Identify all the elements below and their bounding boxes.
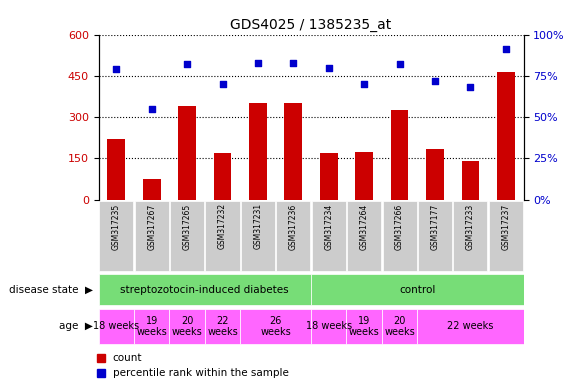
Text: 20
weeks: 20 weeks xyxy=(384,316,415,337)
FancyBboxPatch shape xyxy=(346,309,382,344)
Text: 22 weeks: 22 weeks xyxy=(447,321,494,331)
Text: GSM317264: GSM317264 xyxy=(360,204,369,250)
FancyBboxPatch shape xyxy=(417,309,524,344)
Point xyxy=(360,81,369,87)
Text: GSM317234: GSM317234 xyxy=(324,204,333,250)
Point xyxy=(147,106,156,112)
Point xyxy=(431,78,440,84)
FancyBboxPatch shape xyxy=(418,201,452,271)
FancyBboxPatch shape xyxy=(205,201,239,271)
FancyBboxPatch shape xyxy=(99,274,311,306)
Text: GSM317233: GSM317233 xyxy=(466,204,475,250)
Text: GSM317267: GSM317267 xyxy=(147,204,156,250)
FancyBboxPatch shape xyxy=(205,309,240,344)
Text: GSM317177: GSM317177 xyxy=(431,204,440,250)
Text: GSM317235: GSM317235 xyxy=(111,204,120,250)
Point xyxy=(253,60,262,66)
Bar xyxy=(497,72,515,200)
Text: disease state  ▶: disease state ▶ xyxy=(9,285,93,295)
Bar xyxy=(355,152,373,200)
FancyBboxPatch shape xyxy=(383,201,417,271)
Bar xyxy=(143,179,160,200)
Point xyxy=(289,60,298,66)
Bar xyxy=(426,149,444,200)
Bar xyxy=(213,153,231,200)
Bar xyxy=(391,110,409,200)
Title: GDS4025 / 1385235_at: GDS4025 / 1385235_at xyxy=(230,18,392,32)
Bar xyxy=(284,103,302,200)
Text: GSM317231: GSM317231 xyxy=(253,204,262,250)
Text: 20
weeks: 20 weeks xyxy=(172,316,203,337)
Text: 19
weeks: 19 weeks xyxy=(136,316,167,337)
Text: 18 weeks: 18 weeks xyxy=(306,321,352,331)
FancyBboxPatch shape xyxy=(170,201,204,271)
Text: GSM317237: GSM317237 xyxy=(502,204,511,250)
Bar xyxy=(320,153,338,200)
FancyBboxPatch shape xyxy=(347,201,381,271)
FancyBboxPatch shape xyxy=(134,309,169,344)
Text: streptozotocin-induced diabetes: streptozotocin-induced diabetes xyxy=(120,285,289,295)
FancyBboxPatch shape xyxy=(489,201,523,271)
Text: control: control xyxy=(399,285,436,295)
Point xyxy=(466,84,475,91)
Text: percentile rank within the sample: percentile rank within the sample xyxy=(113,368,288,378)
FancyBboxPatch shape xyxy=(276,201,310,271)
Point xyxy=(111,66,120,72)
Text: 26
weeks: 26 weeks xyxy=(260,316,291,337)
Point xyxy=(182,61,191,67)
Bar xyxy=(249,103,267,200)
FancyBboxPatch shape xyxy=(241,201,275,271)
FancyBboxPatch shape xyxy=(382,309,417,344)
Point xyxy=(502,46,511,53)
Text: GSM317266: GSM317266 xyxy=(395,204,404,250)
FancyBboxPatch shape xyxy=(169,309,205,344)
Text: 22
weeks: 22 weeks xyxy=(207,316,238,337)
Bar xyxy=(108,139,125,200)
FancyBboxPatch shape xyxy=(99,309,134,344)
FancyBboxPatch shape xyxy=(240,309,311,344)
Point xyxy=(395,61,404,67)
FancyBboxPatch shape xyxy=(311,274,524,306)
FancyBboxPatch shape xyxy=(453,201,488,271)
FancyBboxPatch shape xyxy=(312,201,346,271)
Text: GSM317236: GSM317236 xyxy=(289,204,298,250)
FancyBboxPatch shape xyxy=(99,201,133,271)
Bar xyxy=(178,106,196,200)
Text: count: count xyxy=(113,353,142,363)
Bar xyxy=(462,161,479,200)
FancyBboxPatch shape xyxy=(311,309,346,344)
Point xyxy=(324,65,333,71)
Text: 18 weeks: 18 weeks xyxy=(93,321,139,331)
Text: GSM317232: GSM317232 xyxy=(218,204,227,250)
Point xyxy=(218,81,227,87)
Text: age  ▶: age ▶ xyxy=(59,321,93,331)
FancyBboxPatch shape xyxy=(135,201,169,271)
Text: 19
weeks: 19 weeks xyxy=(349,316,379,337)
Text: GSM317265: GSM317265 xyxy=(182,204,191,250)
